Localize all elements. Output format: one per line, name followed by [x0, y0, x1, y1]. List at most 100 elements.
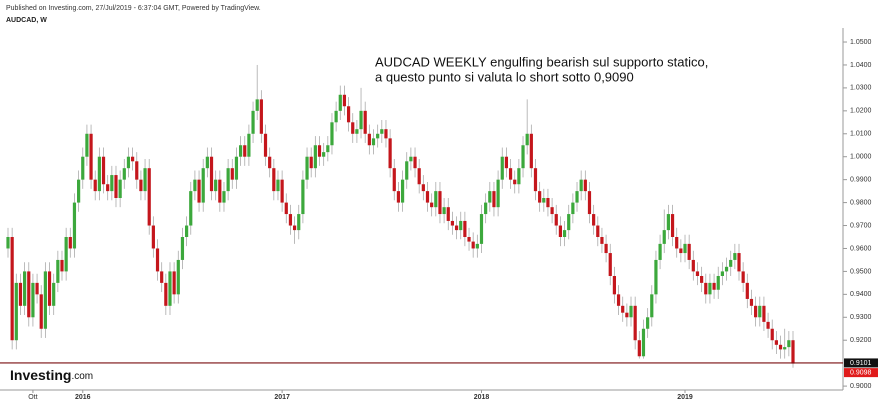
candle-body — [783, 347, 787, 350]
candle-body — [724, 266, 729, 272]
logo-suffix: .com — [71, 371, 93, 382]
candle-body — [538, 191, 542, 203]
candle-body — [737, 253, 741, 272]
candle-body — [637, 340, 641, 357]
candle-body — [616, 294, 621, 306]
candle-body — [351, 122, 355, 134]
candle-body — [209, 156, 214, 192]
candle-body — [621, 305, 625, 313]
candle-body — [488, 191, 492, 203]
y-tick-label: 1.0300 — [850, 85, 872, 92]
candle-body — [604, 243, 608, 254]
candle-body — [596, 225, 600, 237]
candle-body — [454, 225, 459, 231]
candle-body — [60, 259, 64, 272]
candle-body — [27, 271, 31, 318]
candle-body — [52, 282, 56, 306]
candle-body — [160, 271, 164, 283]
y-tick-label: 1.0100 — [850, 131, 872, 138]
candle-body — [97, 156, 101, 192]
candle-body — [400, 179, 405, 203]
candle-body — [56, 259, 60, 283]
candle-body — [579, 179, 583, 192]
candle-body — [646, 317, 650, 329]
candle-body — [126, 156, 131, 169]
candle-body — [475, 243, 479, 249]
candle-body — [297, 214, 301, 231]
y-tick-label: 1.0500 — [850, 39, 872, 46]
candle-body — [542, 198, 546, 203]
candle-body — [521, 145, 525, 169]
candle-body — [733, 253, 737, 260]
published-note: Published on Investing.com, 27/Jul/2019 … — [6, 5, 261, 12]
candle-body — [367, 133, 371, 146]
candle-body — [446, 207, 450, 221]
candle-body — [193, 179, 197, 192]
logo: Investing.com — [10, 367, 93, 383]
y-tick-label: 0.9500 — [850, 268, 872, 275]
candle-body — [562, 230, 567, 237]
candle-body — [571, 202, 575, 215]
candle-body — [608, 253, 612, 276]
candle-body — [89, 133, 93, 180]
candle-body — [679, 248, 683, 254]
candle-body — [371, 138, 376, 146]
candle-body — [496, 179, 500, 208]
candle-body — [434, 191, 438, 208]
candle-body — [413, 156, 417, 169]
candle-body — [176, 259, 180, 295]
y-tick-label: 0.9700 — [850, 222, 872, 229]
price-line-label: 0.9101 — [850, 360, 872, 367]
candle-body — [189, 191, 193, 226]
candle-body — [326, 145, 330, 153]
candle-body — [14, 282, 18, 341]
candle-body — [263, 133, 268, 157]
candle-body — [317, 145, 322, 157]
candle-body — [301, 179, 305, 215]
candle-body — [675, 236, 679, 249]
candle-body — [251, 110, 255, 134]
candle-body — [700, 275, 704, 283]
candle-body — [230, 168, 234, 180]
candle-body — [529, 133, 533, 169]
candle-body — [201, 168, 205, 203]
candle-body — [504, 156, 509, 169]
candle-body — [749, 298, 754, 306]
candle-body — [791, 340, 795, 364]
candle-body — [39, 294, 43, 329]
candle-body — [131, 156, 135, 162]
candle-body — [712, 282, 716, 290]
y-tick-label: 0.9000 — [850, 383, 872, 390]
candle-body — [762, 305, 766, 322]
x-tick-label: 2018 — [474, 394, 490, 401]
candle-body — [81, 156, 85, 180]
candle-body — [184, 225, 189, 237]
candle-body — [380, 129, 384, 134]
candle-body — [168, 271, 172, 306]
candle-body — [417, 168, 421, 185]
candle-body — [500, 156, 504, 180]
candle-body — [633, 305, 637, 341]
candle-body — [346, 106, 351, 123]
candle-body — [197, 179, 201, 203]
candle-body — [284, 202, 288, 215]
chart-title: AUDCAD, W — [6, 17, 47, 24]
candle-body — [787, 340, 791, 348]
candle-body — [31, 282, 35, 318]
candle-body — [288, 214, 293, 226]
candle-body — [355, 129, 359, 134]
candle-body — [330, 122, 334, 146]
candle-body — [592, 214, 596, 226]
candle-body — [754, 305, 758, 318]
candle-body — [342, 94, 347, 107]
candle-body — [467, 236, 471, 242]
x-tick-label: 2016 — [75, 394, 91, 401]
candle-body — [334, 110, 338, 123]
candle-body — [18, 282, 23, 306]
candle-body — [405, 161, 409, 180]
y-tick-label: 1.0400 — [850, 62, 872, 69]
price-line-tag — [844, 358, 878, 368]
y-tick-label: 0.9800 — [850, 199, 872, 206]
candle-body — [93, 179, 97, 192]
candle-body — [666, 214, 670, 231]
